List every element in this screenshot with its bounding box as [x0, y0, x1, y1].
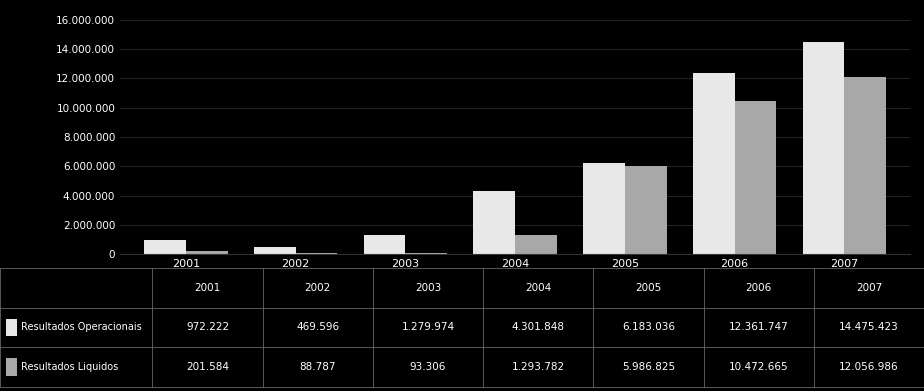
Bar	[693, 73, 735, 254]
Text: 12.361.747: 12.361.747	[729, 323, 788, 332]
Text: 1.293.782: 1.293.782	[512, 362, 565, 372]
Text: 1.279.974: 1.279.974	[401, 323, 455, 332]
Text: 2003: 2003	[415, 283, 441, 293]
Bar	[803, 42, 845, 254]
Bar	[625, 166, 666, 254]
Bar	[845, 77, 886, 254]
Text: Resultados Operacionais: Resultados Operacionais	[21, 323, 142, 332]
Text: Resultados Liquidos: Resultados Liquidos	[21, 362, 118, 372]
Bar	[186, 251, 227, 254]
Text: 2004: 2004	[525, 283, 552, 293]
Text: 6.183.036: 6.183.036	[622, 323, 675, 332]
Bar	[516, 235, 557, 254]
Bar	[296, 253, 337, 254]
Text: 2006: 2006	[746, 283, 772, 293]
Text: 14.475.423: 14.475.423	[839, 323, 899, 332]
Text: 2007: 2007	[856, 283, 882, 293]
Text: 2005: 2005	[636, 283, 662, 293]
Text: 12.056.986: 12.056.986	[839, 362, 899, 372]
Text: 10.472.665: 10.472.665	[729, 362, 788, 372]
Text: 5.986.825: 5.986.825	[622, 362, 675, 372]
Bar	[406, 253, 447, 254]
Text: 469.596: 469.596	[297, 323, 339, 332]
Bar	[364, 235, 406, 254]
Text: 4.301.848: 4.301.848	[512, 323, 565, 332]
Text: 201.584: 201.584	[186, 362, 229, 372]
Bar	[735, 100, 776, 254]
Bar	[583, 163, 625, 254]
Bar	[473, 191, 516, 254]
Text: 93.306: 93.306	[410, 362, 446, 372]
Bar	[144, 240, 186, 254]
Bar	[254, 247, 296, 254]
Text: 2001: 2001	[194, 283, 221, 293]
Text: 88.787: 88.787	[299, 362, 336, 372]
Text: 972.222: 972.222	[186, 323, 229, 332]
Text: 2002: 2002	[305, 283, 331, 293]
